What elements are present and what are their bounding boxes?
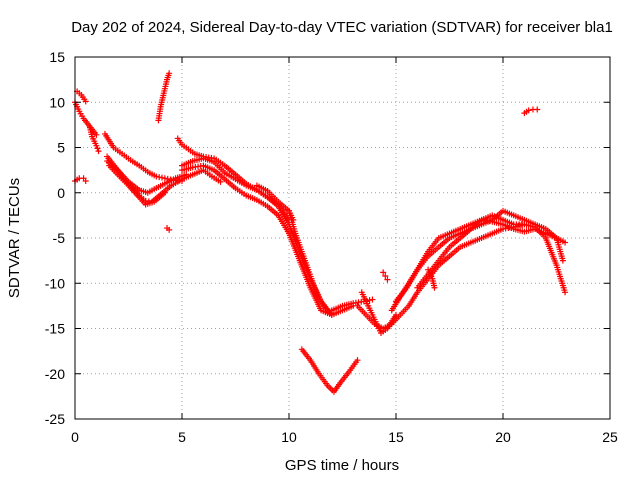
- y-tick-label: 0: [57, 185, 65, 201]
- grid-lines: [75, 57, 610, 419]
- data-point: [82, 177, 89, 184]
- series-arc-10: [164, 225, 173, 233]
- series-arc-25: [425, 266, 438, 291]
- x-tick-label: 25: [602, 429, 618, 445]
- data-point-fill: [156, 174, 163, 181]
- data-point: [369, 296, 376, 303]
- data-point: [562, 239, 569, 246]
- data-point: [431, 284, 438, 291]
- chart-title: Day 202 of 2024, Sidereal Day-to-day VTE…: [71, 19, 613, 36]
- x-tick-label: 0: [71, 429, 79, 445]
- series-arc-9: [155, 70, 173, 124]
- data-point: [382, 273, 389, 280]
- series-arc-16: [286, 207, 335, 317]
- series-arc-12: [179, 155, 357, 318]
- y-tick-label: 5: [57, 140, 65, 156]
- data-marks: [72, 70, 569, 395]
- series-arc-2: [74, 88, 89, 105]
- data-point: [384, 276, 391, 283]
- y-tick-label: -5: [53, 230, 66, 246]
- data-point: [562, 289, 569, 296]
- axis-ticks: 0 5 10 15 20 25 -25 -20 -15 -10 -5 0 5 10 15: [45, 49, 618, 445]
- series-arc-4: [86, 124, 102, 155]
- series-arc-8: [106, 162, 168, 208]
- y-tick-label: -20: [45, 366, 65, 382]
- series-arc-26: [521, 106, 541, 117]
- data-point-fill: [159, 174, 166, 181]
- series-arc-20: [354, 221, 569, 332]
- data-point: [380, 269, 387, 276]
- x-tick-label: 10: [281, 429, 297, 445]
- x-tick-label: 5: [178, 429, 186, 445]
- series-arc-22: [393, 216, 569, 305]
- data-point: [354, 357, 361, 364]
- series-arc-14: [179, 167, 224, 185]
- data-point: [161, 175, 168, 182]
- series-arc-24: [380, 269, 391, 283]
- data-point: [161, 189, 168, 196]
- data-point: [521, 221, 528, 228]
- y-tick-label: 10: [49, 94, 65, 110]
- series-arc-5: [101, 130, 185, 184]
- x-tick-label: 20: [495, 429, 511, 445]
- y-tick-label: 15: [49, 49, 65, 65]
- data-point: [525, 107, 532, 114]
- series-arc-18: [328, 296, 376, 314]
- series-arc-17: [298, 346, 361, 395]
- data-point-fill: [94, 145, 101, 152]
- data-point: [153, 173, 160, 180]
- data-point: [93, 142, 100, 149]
- data-point: [559, 257, 566, 264]
- series-arc-1: [72, 99, 100, 138]
- data-point: [95, 148, 102, 155]
- x-axis-label: GPS time / hours: [285, 457, 399, 474]
- data-point: [534, 106, 541, 113]
- data-point: [217, 178, 224, 185]
- data-point: [166, 226, 173, 233]
- series-arc-23: [414, 212, 528, 291]
- y-axis-label: SDTVAR / TECUs: [6, 178, 23, 298]
- y-tick-label: -15: [45, 321, 65, 337]
- y-tick-label: -25: [45, 411, 65, 427]
- data-point: [166, 70, 173, 77]
- data-point: [82, 98, 89, 105]
- x-tick-label: 15: [388, 429, 404, 445]
- y-tick-label: -10: [45, 275, 65, 291]
- data-point-fill: [366, 297, 373, 304]
